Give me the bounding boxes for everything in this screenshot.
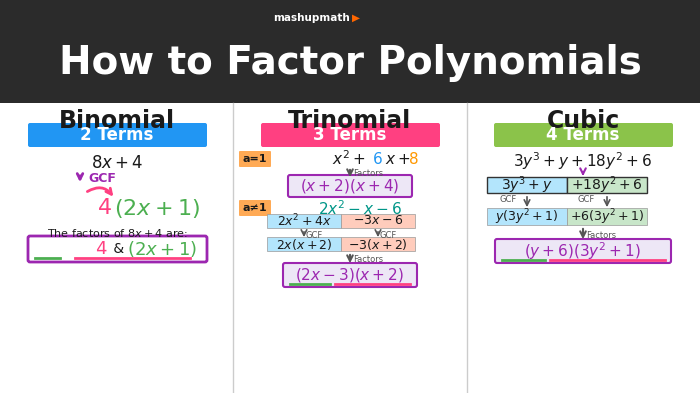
Text: The factors of $8x + 4$ are:: The factors of $8x + 4$ are: [46, 227, 188, 239]
FancyBboxPatch shape [261, 123, 440, 147]
FancyBboxPatch shape [487, 177, 567, 193]
Text: $y(3y^2+1)$: $y(3y^2+1)$ [495, 207, 559, 227]
FancyBboxPatch shape [341, 237, 415, 251]
Text: $(x+2)(x+4)$: $(x+2)(x+4)$ [300, 177, 400, 195]
Text: Binomial: Binomial [59, 109, 175, 133]
Text: Cubic: Cubic [547, 109, 620, 133]
Text: 3 Terms: 3 Terms [314, 126, 386, 144]
FancyBboxPatch shape [494, 123, 673, 147]
Text: $(y+6)(3y^2+1)$: $(y+6)(3y^2+1)$ [524, 240, 641, 262]
FancyBboxPatch shape [487, 208, 567, 225]
Text: $-3x-6$: $-3x-6$ [353, 215, 403, 228]
Text: $8$: $8$ [408, 151, 419, 167]
Text: Factors: Factors [353, 255, 383, 263]
Text: $2x^2 - x - 6$: $2x^2 - x - 6$ [318, 200, 402, 219]
Text: Factors: Factors [586, 231, 616, 239]
Text: Factors: Factors [353, 169, 383, 178]
FancyBboxPatch shape [341, 214, 415, 228]
Text: 2 Terms: 2 Terms [80, 126, 154, 144]
FancyBboxPatch shape [239, 200, 271, 216]
FancyBboxPatch shape [28, 123, 207, 147]
Text: a≠1: a≠1 [243, 203, 267, 213]
FancyBboxPatch shape [283, 263, 417, 287]
Text: $4$: $4$ [97, 198, 112, 218]
Text: GCF: GCF [500, 195, 517, 204]
Text: How to Factor Polynomials: How to Factor Polynomials [59, 44, 641, 82]
Text: ▶: ▶ [352, 13, 360, 23]
Text: $-3(x+2)$: $-3(x+2)$ [348, 237, 408, 252]
Text: $+18y^2+6$: $+18y^2+6$ [571, 174, 643, 196]
FancyBboxPatch shape [239, 151, 271, 167]
Text: GCF: GCF [88, 173, 116, 185]
Text: $+6(3y^2+1)$: $+6(3y^2+1)$ [570, 207, 644, 227]
Text: 4 Terms: 4 Terms [546, 126, 620, 144]
FancyBboxPatch shape [495, 239, 671, 263]
FancyBboxPatch shape [267, 237, 341, 251]
Text: GCF: GCF [380, 231, 398, 239]
Text: $2x^2+4x$: $2x^2+4x$ [276, 213, 331, 229]
Text: GCF: GCF [306, 231, 323, 239]
Text: $(2x + 1)$: $(2x + 1)$ [114, 196, 200, 220]
Text: $x^2+$: $x^2+$ [332, 150, 365, 168]
FancyBboxPatch shape [567, 177, 647, 193]
Text: $4$: $4$ [94, 240, 107, 258]
FancyBboxPatch shape [0, 0, 700, 103]
Text: $8x + 4$: $8x + 4$ [91, 154, 144, 172]
FancyBboxPatch shape [28, 236, 207, 262]
Text: &: & [109, 242, 129, 256]
Text: Trinomial: Trinomial [288, 109, 412, 133]
Text: $6$: $6$ [372, 151, 383, 167]
FancyBboxPatch shape [267, 214, 341, 228]
FancyBboxPatch shape [288, 175, 412, 197]
FancyBboxPatch shape [567, 208, 647, 225]
Text: $3y^3+y$: $3y^3+y$ [501, 174, 553, 196]
Text: $3y^3 + y + 18y^2 + 6$: $3y^3 + y + 18y^2 + 6$ [514, 150, 652, 172]
Text: $2x(x+2)$: $2x(x+2)$ [276, 237, 332, 252]
Text: $(2x + 1)$: $(2x + 1)$ [127, 239, 197, 259]
Text: $(2x-3)(x+2)$: $(2x-3)(x+2)$ [295, 266, 405, 284]
Text: a=1: a=1 [243, 154, 267, 164]
Text: GCF: GCF [578, 195, 595, 204]
Text: mashupmath: mashupmath [273, 13, 350, 23]
Text: $x +$: $x +$ [385, 151, 410, 167]
